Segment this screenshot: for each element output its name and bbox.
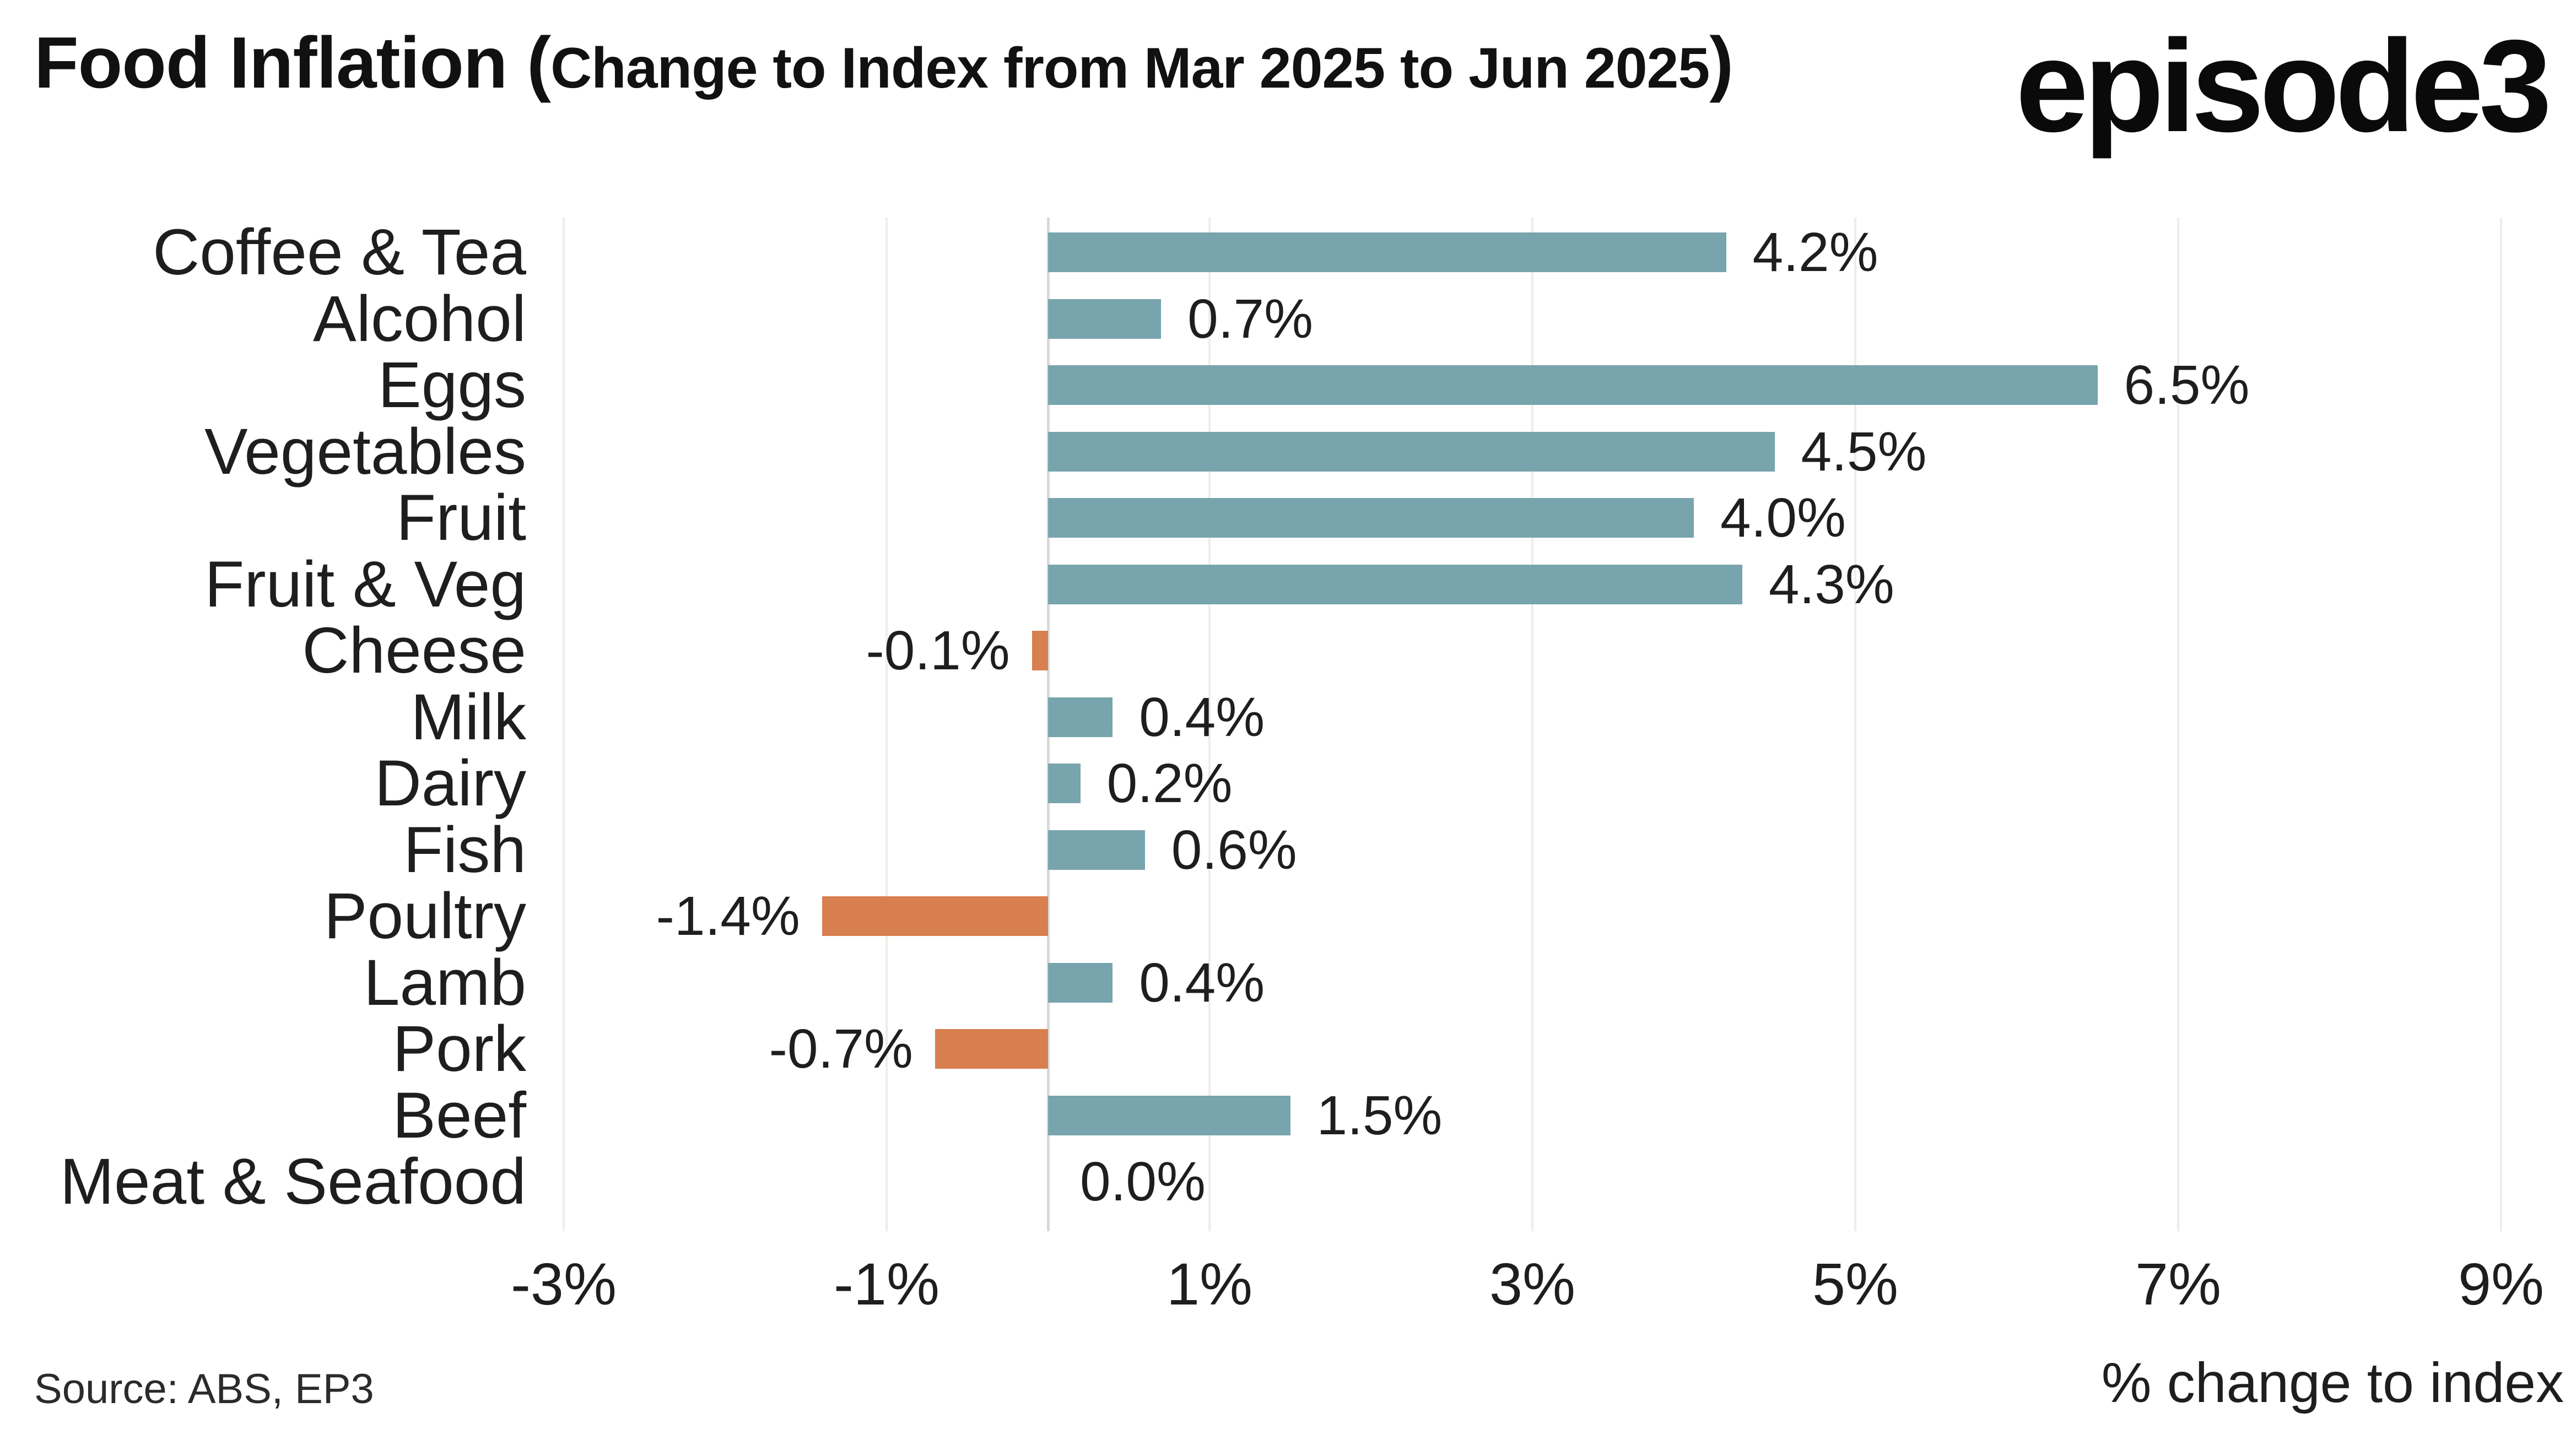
bar-value-label: 1.5% [1316,1084,1443,1146]
chart-title-subtitle: Change to Index from Mar 2025 to Jun 202… [550,36,1710,100]
bar-value-label: 0.7% [1187,288,1314,350]
category-label: Meat & Seafood [60,1145,526,1218]
chart-title-main: Food Inflation ( [34,22,551,103]
category-label: Dairy [374,747,526,820]
x-gridline [563,218,565,1231]
x-gridline [2500,218,2502,1231]
bar-positive [1048,697,1113,737]
bar-positive [1048,962,1113,1003]
bar-value-label: 0.4% [1139,951,1265,1014]
x-tick-label: -1% [833,1251,940,1317]
x-tick-label: 5% [1812,1251,1899,1317]
bar-value-label: 4.0% [1720,487,1846,549]
bar-value-label: -0.7% [769,1018,913,1080]
bar-value-label: 0.0% [1080,1151,1206,1213]
bar-positive [1048,365,2098,405]
category-label: Cheese [302,614,526,687]
plot-area: Coffee & Tea 4.2% Alcohol 0.7% Eggs 6.5% Veget… [0,216,2576,1231]
bar-value-label: 4.2% [1752,221,1878,283]
category-label: Fruit [396,481,526,554]
bar-negative [935,1029,1048,1069]
x-tick-label: 7% [2135,1251,2222,1317]
x-gridline [1531,218,1533,1231]
x-gridline [1208,218,1211,1231]
bar-value-label: 0.6% [1171,819,1297,881]
category-label: Alcohol [312,282,526,355]
bar-value-label: -1.4% [656,885,800,947]
bar-positive [1048,1095,1290,1135]
category-label: Coffee & Tea [153,216,526,289]
bar-value-label: 0.2% [1106,753,1233,814]
category-label: Vegetables [204,415,526,488]
category-label: Fruit & Veg [204,548,526,621]
category-label: Eggs [378,349,526,421]
x-gridline [1854,218,1856,1231]
x-tick-label: 1% [1166,1251,1253,1317]
category-label: Fish [403,813,526,886]
bar-positive [1048,431,1775,472]
x-axis-title: % change to index [2101,1351,2564,1414]
bar-positive [1048,498,1694,538]
bar-value-label: 0.4% [1139,686,1265,748]
bar-negative [1032,631,1048,670]
chart-title: Food Inflation (Change to Index from Mar… [34,21,1733,104]
bar-value-label: -0.1% [866,620,1010,681]
bar-positive [1048,764,1081,803]
chart-title-close-paren: ) [1709,22,1733,103]
category-label: Lamb [363,946,526,1019]
episode3-logo: episode3 [2015,13,2552,159]
category-label: Milk [411,680,526,754]
bar-negative [822,896,1048,936]
bar-positive [1048,564,1742,604]
source-note: Source: ABS, EP3 [34,1366,374,1412]
bar-value-label: 4.5% [1801,420,1927,483]
bar-value-label: 6.5% [2124,354,2250,416]
bar-positive [1048,232,1726,272]
bar-positive [1048,299,1162,339]
x-gridline [2177,218,2179,1231]
bar-positive [1048,830,1145,870]
x-tick-label: 3% [1489,1251,1576,1317]
x-tick-label: -3% [510,1251,617,1317]
bar-value-label: 4.3% [1768,553,1894,615]
category-label: Beef [392,1079,526,1152]
x-gridline [885,218,888,1231]
category-label: Poultry [323,880,526,952]
category-label: Pork [392,1013,526,1085]
x-tick-label: 9% [2458,1251,2545,1317]
